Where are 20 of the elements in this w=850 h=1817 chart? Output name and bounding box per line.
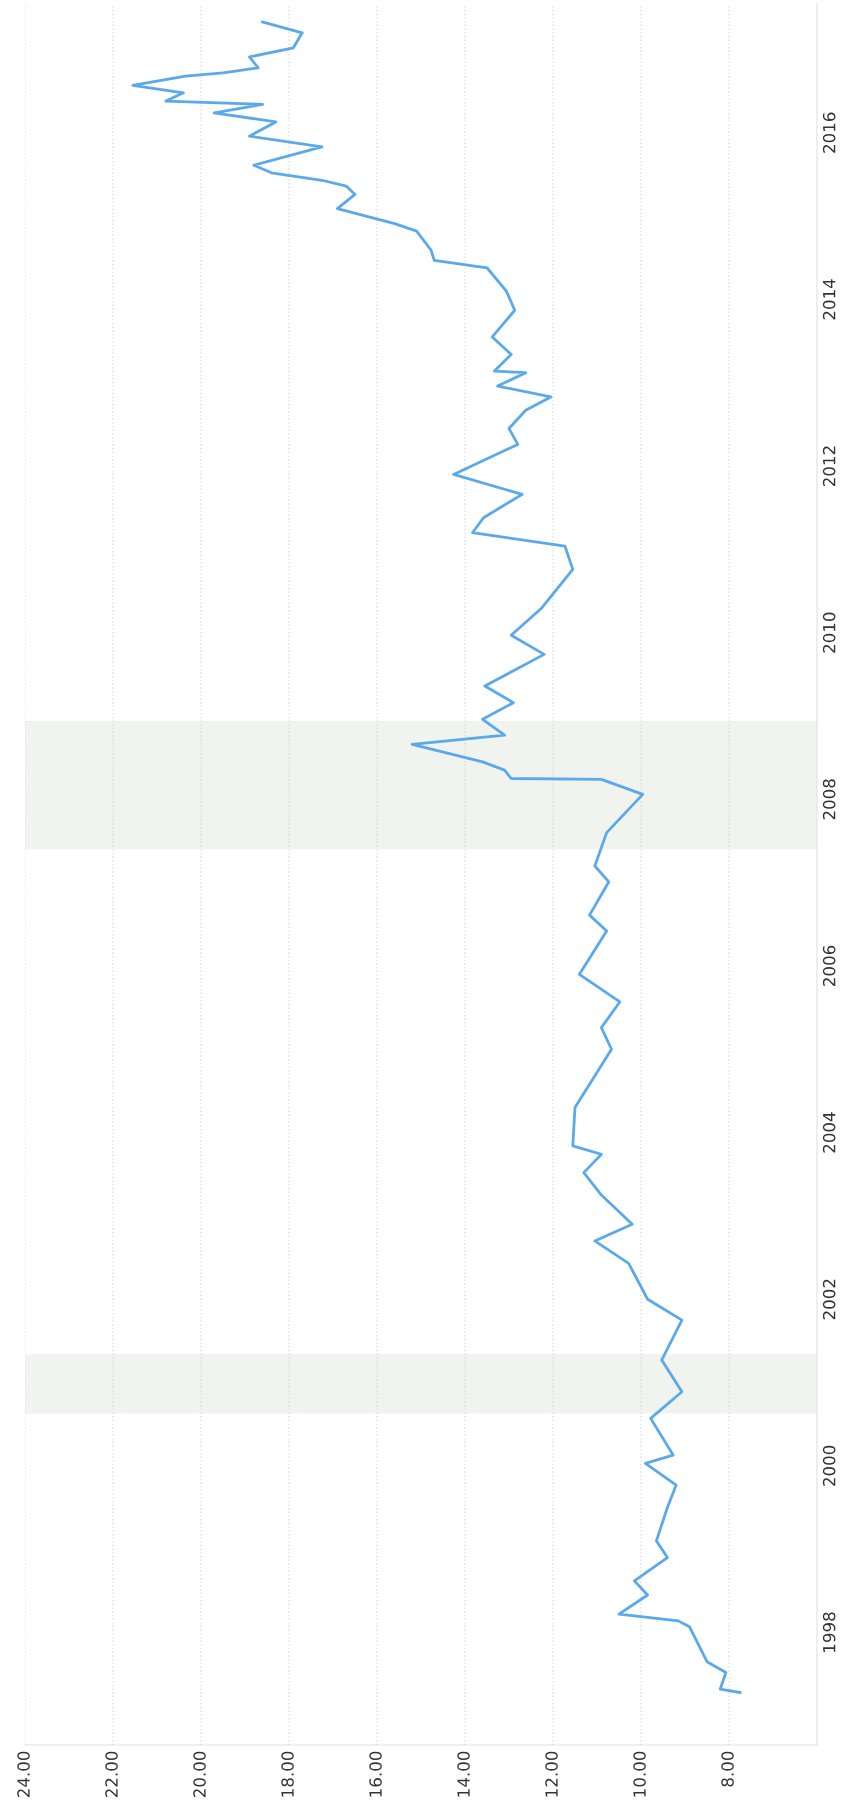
x-tick-label: 10.00 (633, 1751, 646, 1797)
y-tick-label: 2002 (822, 1279, 836, 1320)
y-tick-label: 2010 (822, 612, 836, 653)
y-tick-label: 2016 (822, 112, 836, 153)
x-tick-label: 20.00 (193, 1751, 206, 1798)
y-tick-label: 1998 (822, 1612, 836, 1652)
y-tick-label: 2004 (822, 1112, 836, 1153)
y-tick-label: 2006 (822, 945, 836, 986)
y-tick-label: 2008 (822, 779, 836, 820)
x-tick-label: 14.00 (457, 1751, 470, 1797)
x-tick-label: 18.00 (281, 1751, 294, 1797)
x-tick-label: 12.00 (545, 1751, 558, 1797)
y-tick-label: 2014 (822, 279, 836, 320)
y-tick-label: 2000 (822, 1445, 836, 1486)
x-tick-label: 24.00 (17, 1751, 30, 1798)
line-series (131, 20, 742, 1694)
x-tick-label: 16.00 (369, 1751, 382, 1797)
x-tick-label: 8.00 (721, 1751, 734, 1787)
y-tick-label: 2012 (822, 446, 836, 487)
x-tick-label: 22.00 (105, 1751, 118, 1798)
